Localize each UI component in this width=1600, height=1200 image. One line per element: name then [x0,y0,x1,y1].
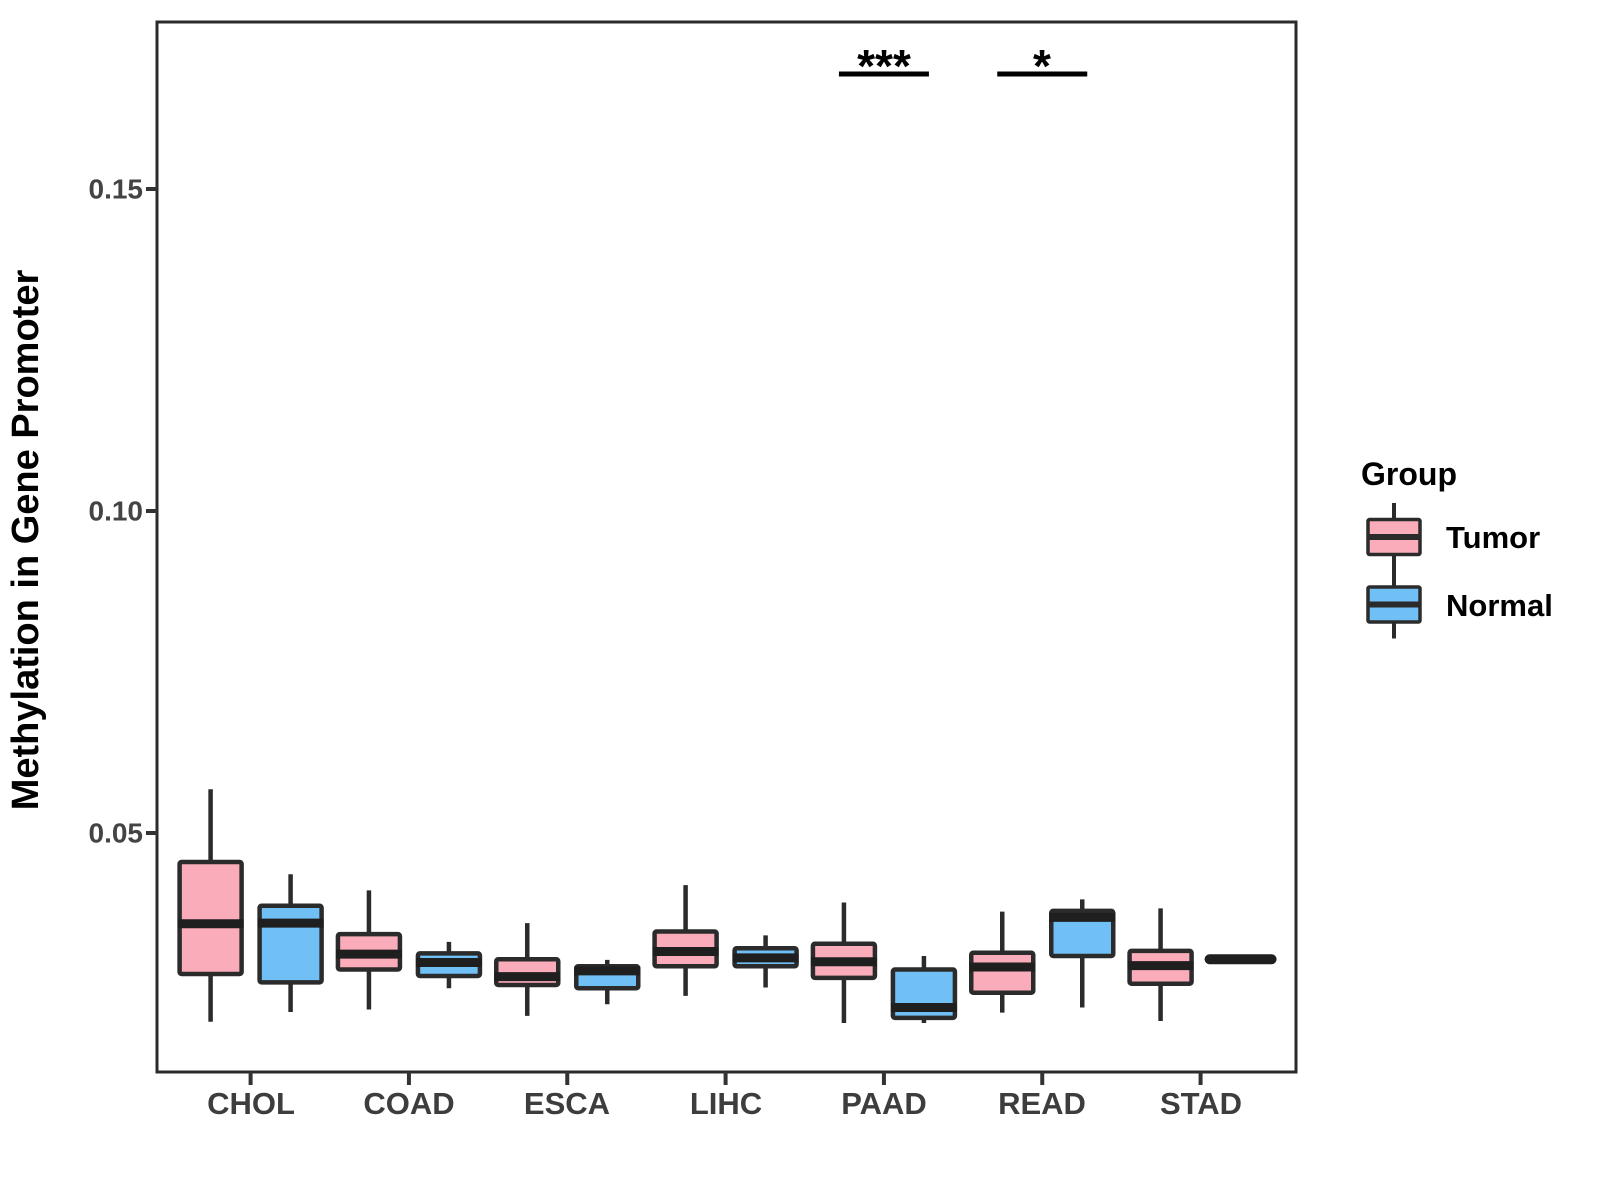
box-chol-tumor-iqr [177,859,244,977]
significance-label-read: * [1033,40,1051,92]
legend-label-normal: Normal [1446,588,1553,623]
x-tick-label-paad: PAAD [841,1086,927,1121]
y-tick-label-0-15: 0.15 [89,174,144,205]
x-tick-label-esca: ESCA [524,1086,610,1121]
box-read-tumor-iqr [969,950,1036,995]
x-tick-label-read: READ [998,1086,1086,1121]
significance-label-paad: *** [857,40,911,92]
legend-label-tumor: Tumor [1446,520,1540,555]
box-chol-normal-iqr [257,903,324,985]
x-tick-label-chol: CHOL [207,1086,295,1121]
y-tick-label-0-10: 0.10 [89,496,144,527]
x-tick-label-coad: COAD [363,1086,454,1121]
x-tick-label-stad: STAD [1160,1086,1242,1121]
x-tick-label-lihc: LIHC [690,1086,762,1121]
y-axis-title: Methylation in Gene Promoter [5,270,47,811]
plot-shapes-layer [146,20,1422,1085]
box-read-normal-iqr [1049,908,1116,959]
panel-border [155,20,1298,1074]
y-tick-label-0-05: 0.05 [89,818,144,849]
legend-title: Group [1361,456,1457,492]
box-esca-tumor-iqr [494,956,561,988]
